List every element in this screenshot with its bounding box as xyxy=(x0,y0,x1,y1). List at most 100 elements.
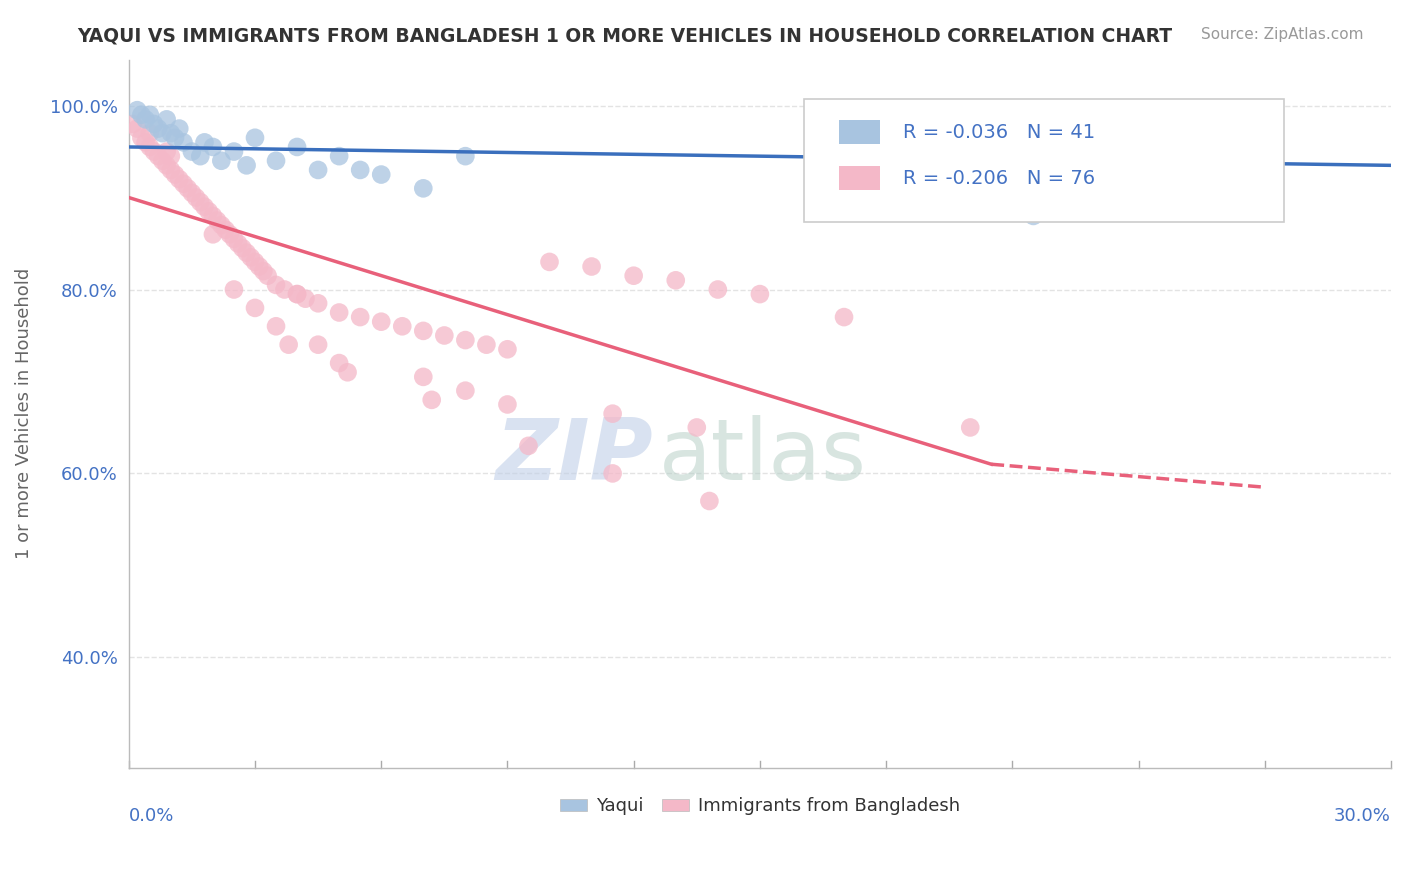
Point xyxy=(581,260,603,274)
Point xyxy=(285,140,308,154)
Point xyxy=(214,223,236,237)
Point xyxy=(193,200,215,214)
Point xyxy=(247,260,270,274)
Point xyxy=(180,145,202,159)
Point xyxy=(235,158,257,172)
Point xyxy=(172,136,194,150)
Point xyxy=(222,145,245,159)
Point xyxy=(160,149,183,163)
Point xyxy=(264,153,287,168)
Point xyxy=(412,181,434,195)
Point xyxy=(156,158,179,172)
Point xyxy=(131,130,153,145)
Point xyxy=(475,337,498,351)
Point xyxy=(143,117,166,131)
Text: 0.0%: 0.0% xyxy=(129,806,174,824)
Point xyxy=(209,218,232,232)
Text: ZIP: ZIP xyxy=(495,415,652,498)
Point xyxy=(336,365,359,379)
Point xyxy=(169,121,191,136)
Point xyxy=(264,319,287,334)
Point xyxy=(139,140,162,154)
Point xyxy=(307,163,329,178)
Point xyxy=(143,145,166,159)
Point xyxy=(959,420,981,434)
Point xyxy=(231,241,253,255)
Text: R = -0.036   N = 41: R = -0.036 N = 41 xyxy=(903,123,1095,143)
Point xyxy=(349,310,371,324)
Point xyxy=(201,227,224,242)
Point xyxy=(686,420,709,434)
Text: R = -0.206   N = 76: R = -0.206 N = 76 xyxy=(903,169,1095,188)
Text: YAQUI VS IMMIGRANTS FROM BANGLADESH 1 OR MORE VEHICLES IN HOUSEHOLD CORRELATION : YAQUI VS IMMIGRANTS FROM BANGLADESH 1 OR… xyxy=(77,27,1173,45)
Point xyxy=(349,163,371,178)
Point xyxy=(748,287,770,301)
Point xyxy=(201,140,224,154)
Point xyxy=(135,136,157,150)
Point xyxy=(139,108,162,122)
Point xyxy=(328,305,350,319)
Legend: Yaqui, Immigrants from Bangladesh: Yaqui, Immigrants from Bangladesh xyxy=(553,790,967,822)
Point xyxy=(197,204,219,219)
Point xyxy=(127,121,149,136)
Point xyxy=(496,397,519,411)
Point xyxy=(665,273,688,287)
Point xyxy=(148,149,170,163)
Point xyxy=(707,283,730,297)
Point xyxy=(222,232,245,246)
Point xyxy=(412,324,434,338)
Point xyxy=(239,250,262,264)
Point xyxy=(172,177,194,191)
Point xyxy=(235,245,257,260)
Point xyxy=(152,153,174,168)
Point xyxy=(307,296,329,310)
Point xyxy=(209,153,232,168)
Point xyxy=(370,168,392,182)
Point xyxy=(243,130,266,145)
Point xyxy=(328,149,350,163)
Point xyxy=(832,310,855,324)
Point xyxy=(294,292,316,306)
Point xyxy=(277,337,299,351)
Point xyxy=(454,149,477,163)
Point xyxy=(454,384,477,398)
Point xyxy=(433,328,456,343)
FancyBboxPatch shape xyxy=(839,120,880,144)
Point xyxy=(412,369,434,384)
Point xyxy=(273,283,295,297)
Point xyxy=(370,315,392,329)
Point xyxy=(176,181,198,195)
Point xyxy=(205,213,228,227)
Point xyxy=(165,130,187,145)
Point xyxy=(160,126,183,140)
Point xyxy=(602,467,624,481)
Point xyxy=(226,236,249,251)
Point xyxy=(623,268,645,283)
FancyBboxPatch shape xyxy=(804,98,1284,222)
Point xyxy=(517,439,540,453)
Point xyxy=(148,121,170,136)
Point xyxy=(328,356,350,370)
Point xyxy=(193,136,215,150)
Point xyxy=(307,337,329,351)
Point xyxy=(218,227,240,242)
Point xyxy=(496,343,519,357)
FancyBboxPatch shape xyxy=(839,166,880,190)
Point xyxy=(152,126,174,140)
Point xyxy=(1022,209,1045,223)
Point xyxy=(256,268,278,283)
Point xyxy=(169,172,191,186)
Point xyxy=(184,190,207,204)
Point xyxy=(420,392,443,407)
Text: Source: ZipAtlas.com: Source: ZipAtlas.com xyxy=(1201,27,1364,42)
Point xyxy=(243,255,266,269)
Point xyxy=(180,186,202,200)
Point xyxy=(127,103,149,118)
Point xyxy=(243,301,266,315)
Y-axis label: 1 or more Vehicles in Household: 1 or more Vehicles in Household xyxy=(15,268,32,559)
Point xyxy=(285,287,308,301)
Point xyxy=(264,277,287,292)
Point xyxy=(188,195,211,210)
Point xyxy=(222,283,245,297)
Point xyxy=(188,149,211,163)
